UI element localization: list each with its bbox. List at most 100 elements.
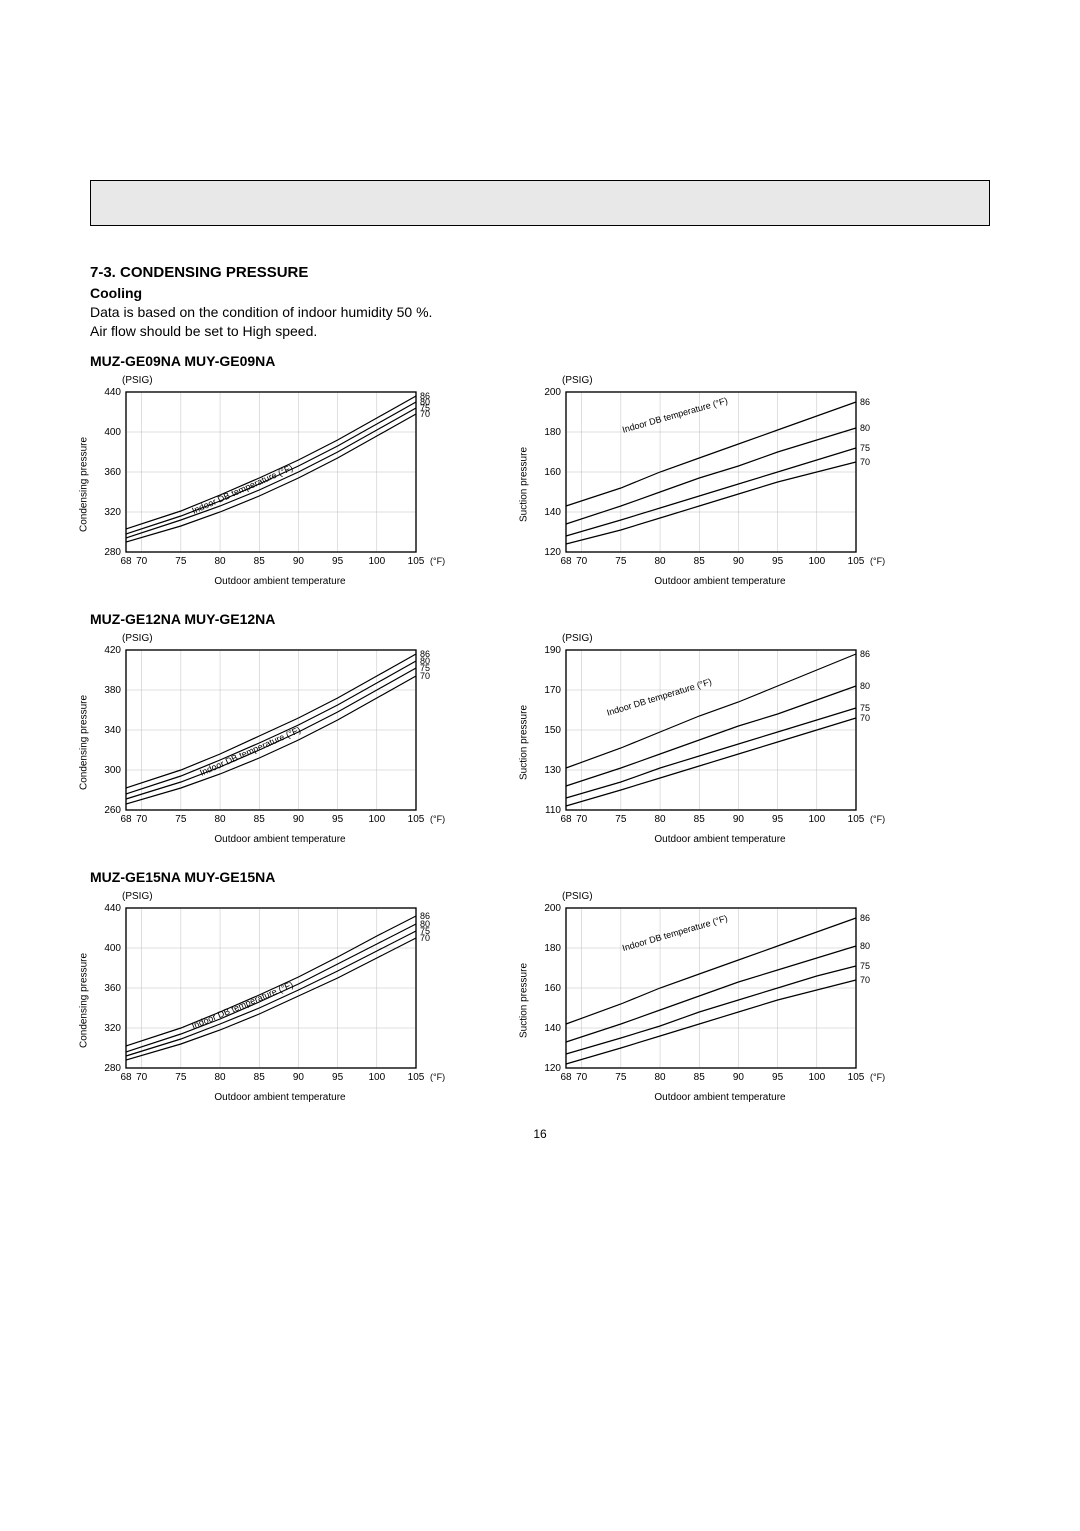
svg-text:75: 75: [860, 703, 870, 713]
x-axis-title: Outdoor ambient temperature: [530, 834, 910, 845]
y-axis-title: Condensing pressure: [79, 953, 90, 1048]
section-title: 7-3. CONDENSING PRESSURE: [90, 264, 990, 281]
svg-text:80: 80: [860, 681, 870, 691]
section-title-text: CONDENSING PRESSURE: [120, 264, 308, 281]
svg-text:200: 200: [544, 387, 561, 398]
condensing-pressure-chart: (PSIG)7075808668707580859095100105(°F)28…: [90, 375, 470, 587]
page-number: 16: [90, 1127, 990, 1141]
svg-text:90: 90: [293, 556, 305, 567]
x-axis-title: Outdoor ambient temperature: [90, 1092, 470, 1103]
y-axis-title: Condensing pressure: [79, 437, 90, 532]
suction-pressure-chart: (PSIG)7075808668707580859095100105(°F)11…: [530, 633, 910, 845]
svg-text:80: 80: [654, 556, 666, 567]
svg-text:90: 90: [293, 1072, 305, 1083]
model-title: MUZ-GE09NA MUY-GE09NA: [90, 353, 990, 369]
svg-text:200: 200: [544, 903, 561, 914]
section-subtitle: Cooling: [90, 285, 990, 301]
psig-label: (PSIG): [562, 891, 910, 902]
svg-text:90: 90: [733, 1072, 745, 1083]
svg-text:(°F): (°F): [430, 556, 445, 566]
svg-text:105: 105: [848, 1072, 865, 1083]
svg-text:140: 140: [544, 507, 561, 518]
svg-text:100: 100: [368, 556, 385, 567]
condensing-pressure-chart: (PSIG)7075808668707580859095100105(°F)26…: [90, 633, 470, 845]
svg-text:95: 95: [772, 1072, 784, 1083]
svg-text:85: 85: [254, 556, 266, 567]
svg-text:86: 86: [420, 911, 430, 921]
svg-text:70: 70: [136, 1072, 148, 1083]
description-line-1: Data is based on the condition of indoor…: [90, 304, 432, 320]
svg-text:85: 85: [694, 814, 706, 825]
y-axis-title: Suction pressure: [519, 963, 530, 1038]
svg-text:70: 70: [136, 814, 148, 825]
svg-text:68: 68: [560, 1072, 572, 1083]
psig-label: (PSIG): [562, 375, 910, 386]
svg-text:120: 120: [544, 547, 561, 558]
svg-text:86: 86: [420, 391, 430, 401]
svg-text:68: 68: [120, 814, 132, 825]
svg-text:(°F): (°F): [870, 1072, 885, 1082]
svg-text:95: 95: [332, 814, 344, 825]
model-title: MUZ-GE12NA MUY-GE12NA: [90, 611, 990, 627]
svg-text:75: 75: [615, 1072, 627, 1083]
svg-text:105: 105: [848, 556, 865, 567]
psig-label: (PSIG): [122, 633, 470, 644]
chart-row: (PSIG)7075808668707580859095100105(°F)26…: [90, 633, 990, 845]
suction-pressure-chart: (PSIG)7075808668707580859095100105(°F)12…: [530, 891, 910, 1103]
svg-text:80: 80: [214, 1072, 226, 1083]
svg-text:280: 280: [104, 1063, 121, 1074]
condensing-pressure-chart: (PSIG)7075808668707580859095100105(°F)28…: [90, 891, 470, 1103]
svg-text:85: 85: [254, 1072, 266, 1083]
svg-text:(°F): (°F): [430, 814, 445, 824]
x-axis-title: Outdoor ambient temperature: [530, 1092, 910, 1103]
svg-text:95: 95: [332, 556, 344, 567]
y-axis-title: Suction pressure: [519, 447, 530, 522]
model-title: MUZ-GE15NA MUY-GE15NA: [90, 869, 990, 885]
svg-text:100: 100: [808, 1072, 825, 1083]
svg-text:130: 130: [544, 765, 561, 776]
svg-text:80: 80: [654, 1072, 666, 1083]
svg-text:70: 70: [576, 1072, 588, 1083]
psig-label: (PSIG): [122, 891, 470, 902]
svg-text:75: 75: [615, 556, 627, 567]
chart-row: (PSIG)7075808668707580859095100105(°F)28…: [90, 375, 990, 587]
svg-text:80: 80: [214, 814, 226, 825]
svg-text:75: 75: [615, 814, 627, 825]
svg-text:180: 180: [544, 427, 561, 438]
svg-text:400: 400: [104, 427, 121, 438]
svg-text:68: 68: [560, 556, 572, 567]
svg-text:95: 95: [332, 1072, 344, 1083]
svg-text:360: 360: [104, 983, 121, 994]
svg-text:110: 110: [545, 805, 561, 816]
svg-text:90: 90: [293, 814, 305, 825]
svg-text:340: 340: [104, 725, 121, 736]
svg-text:160: 160: [544, 983, 561, 994]
svg-text:320: 320: [104, 1023, 121, 1034]
y-axis-title: Condensing pressure: [79, 695, 90, 790]
svg-text:300: 300: [104, 765, 121, 776]
x-axis-title: Outdoor ambient temperature: [90, 576, 470, 587]
svg-text:95: 95: [772, 814, 784, 825]
svg-text:(°F): (°F): [430, 1072, 445, 1082]
svg-text:90: 90: [733, 556, 745, 567]
x-axis-title: Outdoor ambient temperature: [530, 576, 910, 587]
svg-text:170: 170: [544, 685, 561, 696]
svg-text:105: 105: [408, 556, 425, 567]
svg-text:75: 75: [175, 814, 187, 825]
svg-text:86: 86: [860, 649, 870, 659]
svg-text:75: 75: [860, 961, 870, 971]
svg-text:420: 420: [104, 645, 121, 656]
svg-text:80: 80: [654, 814, 666, 825]
svg-text:(°F): (°F): [870, 556, 885, 566]
description: Data is based on the condition of indoor…: [90, 303, 990, 341]
svg-text:80: 80: [860, 423, 870, 433]
svg-text:320: 320: [104, 507, 121, 518]
svg-text:86: 86: [860, 913, 870, 923]
svg-text:160: 160: [544, 467, 561, 478]
svg-text:85: 85: [254, 814, 266, 825]
svg-text:68: 68: [560, 814, 572, 825]
svg-text:85: 85: [694, 556, 706, 567]
y-axis-title: Suction pressure: [519, 705, 530, 780]
x-axis-title: Outdoor ambient temperature: [90, 834, 470, 845]
svg-text:85: 85: [694, 1072, 706, 1083]
